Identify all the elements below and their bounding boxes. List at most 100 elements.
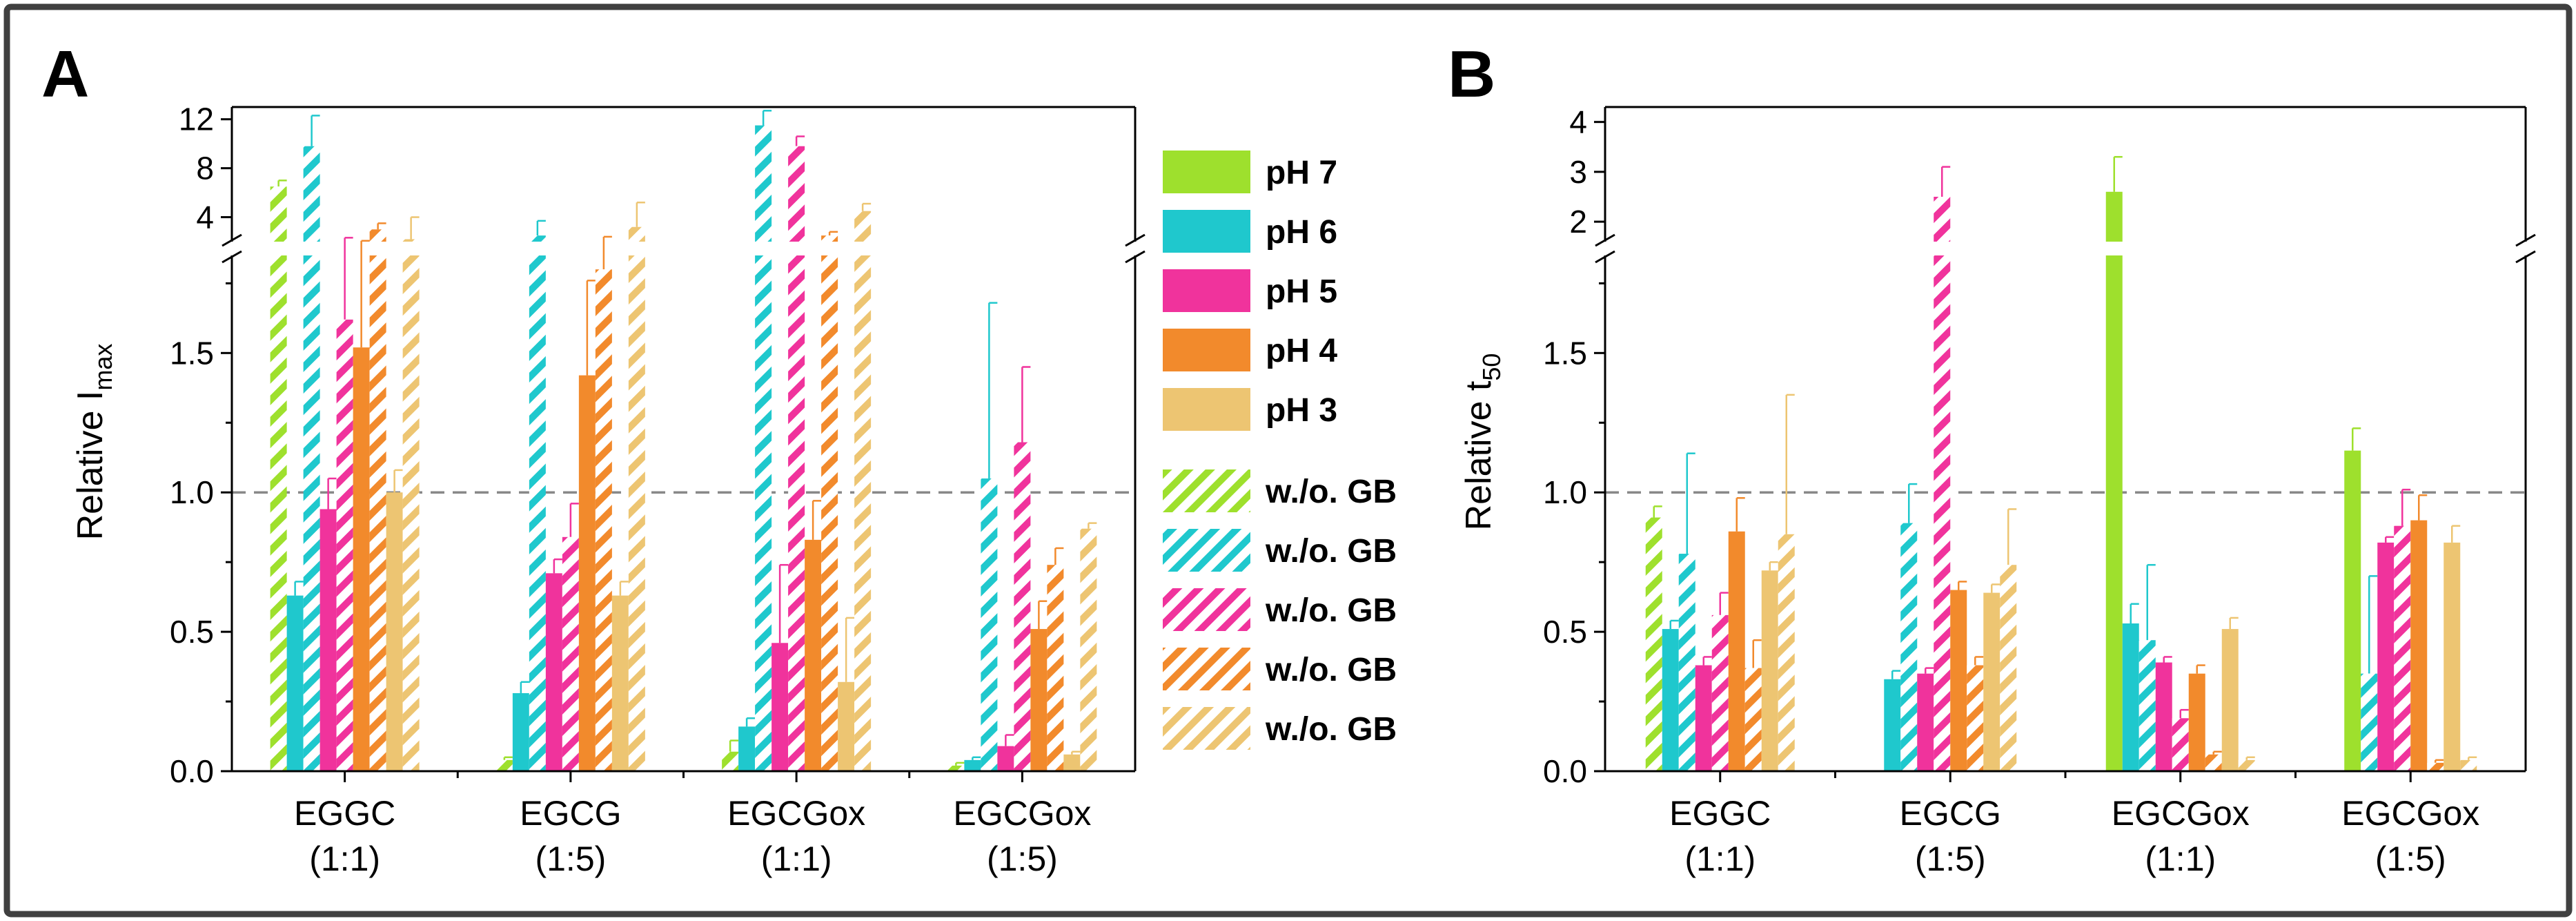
x-category-label: EGCG (520, 794, 621, 833)
legend-swatch-hatched-ph-3 (1163, 707, 1250, 750)
y-tick-label: 1.5 (170, 335, 214, 371)
y-tick-label-upper: 12 (179, 101, 214, 137)
bar-group-1 (1645, 394, 1795, 771)
axis-break-mark (1125, 233, 1146, 247)
bar-ph-6-hatched (1678, 554, 1695, 771)
bar-ph-5-solid (319, 509, 337, 771)
bar-ph-5-hatched (1934, 255, 1951, 771)
y-tick-label-upper: 8 (196, 151, 214, 186)
axis-break-mark (2515, 250, 2536, 264)
panel-a-axes: 0.0 0.5 1.0 1.5 4 8 12 EGGC (1:1) EGCG (1:5) EGCGox… (170, 101, 1146, 878)
panel-b-letter: B (1448, 37, 1495, 111)
bar-ph-5-hatched (788, 255, 805, 771)
bar-ph-5-solid (771, 643, 789, 771)
panel-b-bars (1605, 155, 2526, 771)
bar-ph-6-hatched (529, 255, 546, 771)
bar-ph-3-solid (2221, 629, 2239, 771)
bar-ph-3-solid (611, 595, 629, 771)
x-category-label: EGCGox (953, 794, 1091, 833)
bar-upper-ph-3-hatched (854, 211, 872, 242)
legend-label-hatched: w./o. GB (1265, 592, 1397, 629)
bar-ph-3-hatched (854, 255, 872, 771)
bar-ph-5-hatched (1014, 442, 1031, 771)
bar-ph-6-solid (738, 726, 756, 771)
bar-ph-6-hatched (303, 255, 320, 771)
bar-ph-3-solid (1983, 592, 2000, 771)
axis-break-mark (1595, 233, 1615, 247)
bar-ph-6-solid (1884, 679, 1901, 771)
legend-swatch-hatched-ph-7 (1163, 469, 1250, 512)
bar-upper-ph-6-hatched (755, 125, 772, 242)
legend-label-ph-4: pH 4 (1266, 333, 1337, 369)
bar-upper-ph-7-hatched (270, 186, 287, 242)
bar-group-3 (722, 110, 872, 771)
bar-ph-4-solid (2188, 673, 2205, 771)
bar-ph-6-solid (2122, 623, 2139, 771)
bar-ph-4-hatched (1967, 665, 1984, 771)
legend-label-hatched: w./o. GB (1265, 533, 1397, 570)
bar-ph-3-solid (386, 492, 403, 771)
legend-swatch-hatched-ph-4 (1163, 648, 1250, 690)
bar-ph-3-hatched (2238, 759, 2255, 771)
bar-ph-6-solid (512, 692, 529, 771)
bar-ph-5-solid (1917, 673, 1934, 771)
x-category-sublabel: (1:5) (1915, 840, 1986, 878)
y-tick-label-upper: 2 (1569, 204, 1587, 240)
x-category-label: EGCGox (2341, 794, 2479, 833)
bar-upper-ph-6-hatched (303, 146, 320, 242)
bar-ph-3-hatched (1080, 528, 1097, 771)
legend-swatch-ph-7 (1163, 151, 1250, 193)
axis-break-mark (1595, 250, 1615, 264)
bar-ph-4-hatched (2427, 762, 2444, 771)
legend-label-ph-3: pH 3 (1266, 392, 1337, 429)
x-category-sublabel: (1:5) (535, 840, 606, 878)
bar-ph-7-hatched (722, 751, 739, 771)
bar-ph-4-solid (805, 539, 822, 771)
bar-ph-6-solid (964, 759, 981, 771)
bar-ph-4-solid (1950, 590, 1967, 771)
legend-label-ph-7: pH 7 (1266, 155, 1337, 191)
x-category-label: EGCG (1900, 794, 2001, 833)
bar-ph-7-hatched (270, 255, 287, 771)
bar-ph-6-hatched (2361, 673, 2378, 771)
y-tick-label-upper: 4 (1569, 104, 1587, 140)
bar-ph-3-solid (1063, 754, 1081, 771)
bar-ph-6-solid (1662, 629, 1679, 771)
bar-ph-5-solid (2377, 542, 2395, 771)
legend-label-ph-5: pH 5 (1266, 273, 1337, 310)
bar-ph-4-solid (578, 375, 596, 771)
y-tick-label-upper: 4 (196, 200, 214, 235)
legend-swatch-ph-3 (1163, 388, 1250, 431)
y-tick-label: 0.0 (1543, 753, 1587, 789)
panel-a-y-axis-title: Relative Imax (70, 344, 117, 541)
legend-swatch-ph-6 (1163, 210, 1250, 253)
bar-ph-3-hatched (402, 255, 420, 771)
bar-ph-4-solid (1030, 629, 1048, 771)
bar-ph-5-solid (2155, 662, 2172, 771)
bar-ph-6-hatched (981, 478, 998, 771)
legend-swatch-hatched-ph-5 (1163, 588, 1250, 631)
bar-upper-ph-4-hatched (369, 229, 386, 242)
bar-ph-5-solid (997, 746, 1014, 771)
y-tick-label: 0.5 (1543, 614, 1587, 650)
bar-ph-6-solid (286, 595, 304, 771)
bar-group-2 (495, 202, 645, 771)
bar-ph-5-hatched (2394, 525, 2411, 771)
bar-ph-7-hatched (495, 759, 513, 771)
bar-upper-ph-7-solid (2105, 191, 2123, 242)
axis-break-mark (222, 250, 242, 264)
y-tick-label: 1.0 (170, 474, 214, 510)
bar-ph-3-solid (838, 681, 855, 771)
outer-frame (3, 3, 2573, 918)
bar-ph-4-hatched (595, 269, 612, 771)
x-category-label: EGCGox (727, 794, 865, 833)
legend-label-hatched: w./o. GB (1265, 652, 1397, 688)
bar-ph-6-hatched (2139, 640, 2156, 771)
bar-ph-6-hatched (755, 255, 772, 771)
bar-ph-4-hatched (369, 255, 386, 771)
bar-upper-ph-4-hatched (821, 235, 838, 242)
bar-group-1 (270, 115, 420, 772)
y-tick-label: 0.0 (170, 753, 214, 789)
bar-ph-3-hatched (628, 255, 645, 771)
